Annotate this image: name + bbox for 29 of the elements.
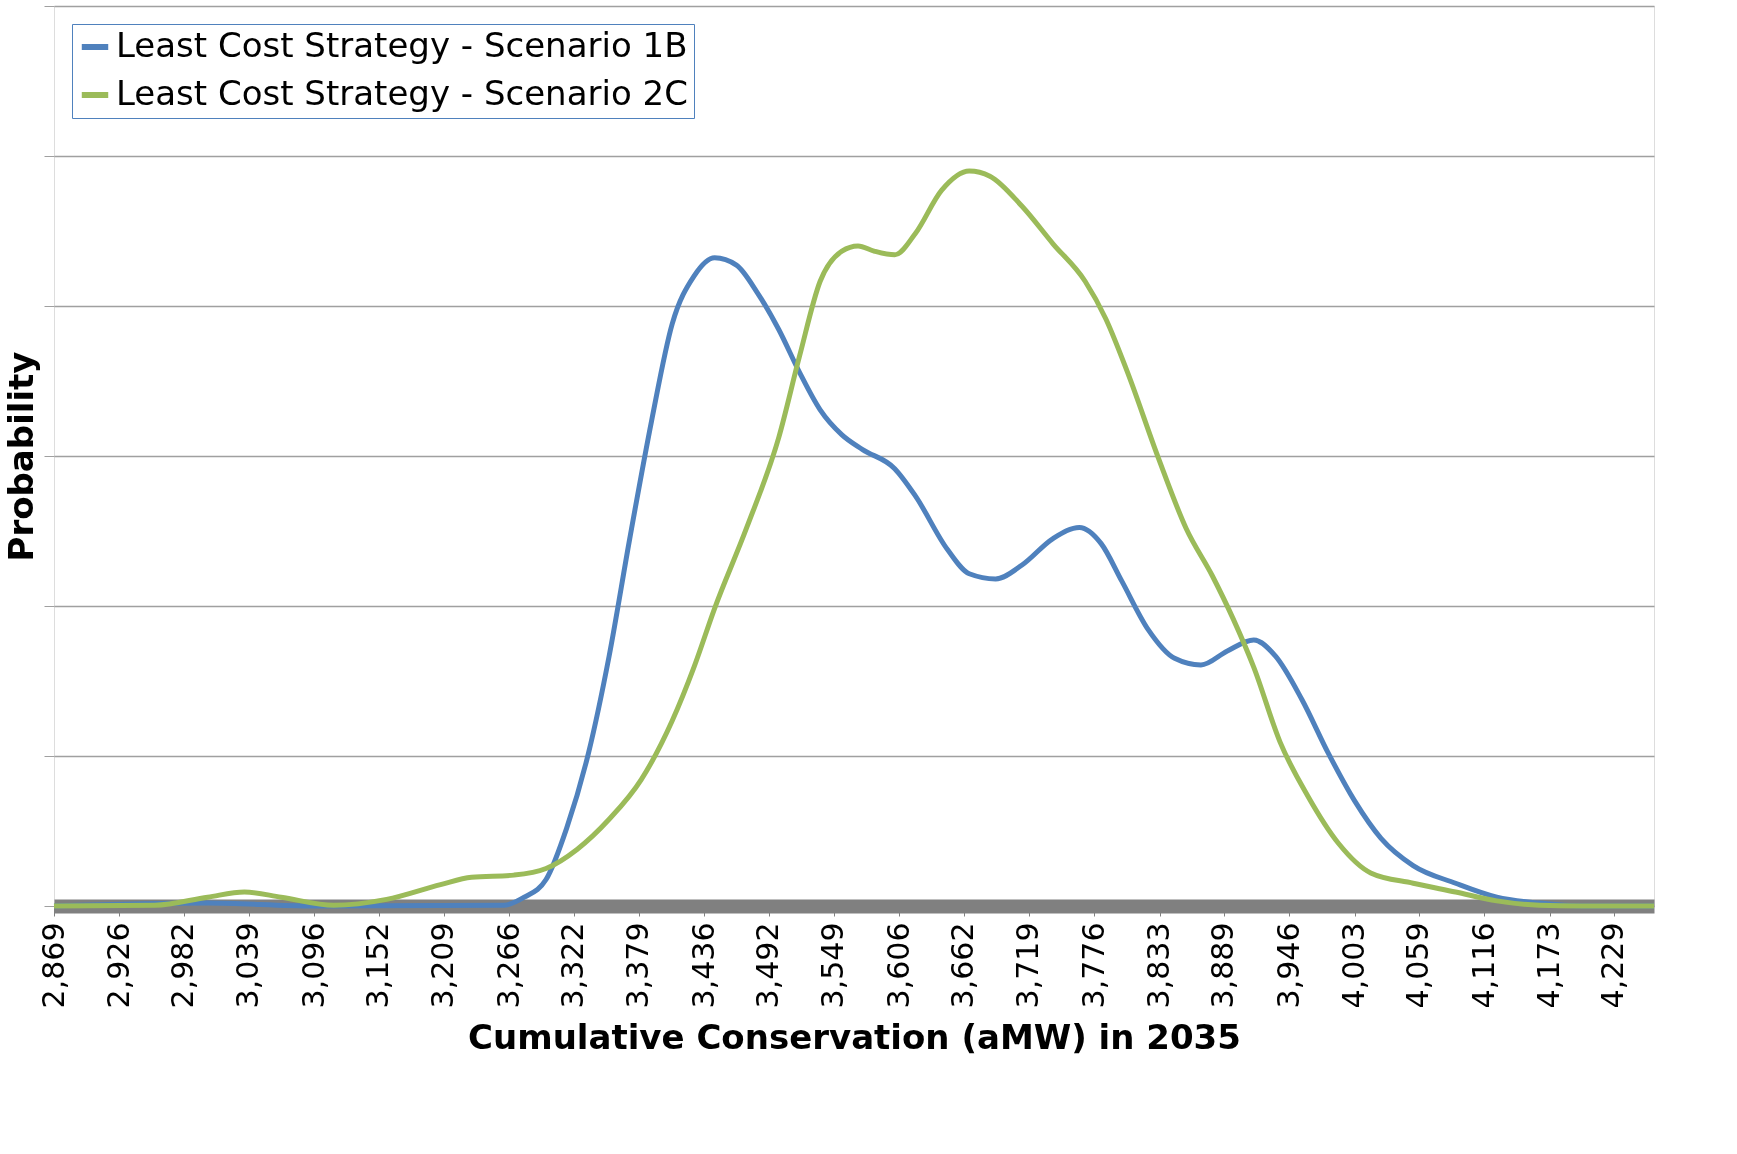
x-tick-label: 3,889 [1205, 922, 1241, 1009]
x-tick-label: 3,039 [230, 922, 266, 1009]
x-tick-label: 4,059 [1400, 922, 1436, 1009]
x-tick-label: 4,229 [1595, 922, 1631, 1009]
x-tick-label: 2,982 [165, 922, 201, 1009]
x-tick-label: 3,662 [945, 922, 981, 1009]
x-tick-label: 2,926 [100, 922, 136, 1009]
x-tick-label: 3,492 [750, 922, 786, 1009]
x-tick-label: 3,833 [1141, 922, 1177, 1009]
x-tick-label: 3,946 [1270, 922, 1306, 1009]
x-tick-label: 3,152 [360, 922, 396, 1009]
legend-label: Least Cost Strategy - Scenario 2C [116, 73, 688, 113]
legend-label: Least Cost Strategy - Scenario 1B [116, 25, 688, 65]
x-tick-label: 4,003 [1336, 922, 1372, 1009]
x-tick-label: 3,436 [685, 922, 721, 1009]
x-tick-label: 3,266 [490, 922, 526, 1009]
x-tick-label: 3,606 [880, 922, 916, 1009]
x-tick-label: 3,379 [620, 922, 656, 1009]
x-tick-label: 2,869 [35, 922, 71, 1009]
x-tick-label: 3,322 [555, 922, 591, 1009]
x-tick-label: 4,173 [1531, 922, 1567, 1009]
x-tick-label: 3,096 [295, 922, 331, 1009]
x-tick-label: 3,719 [1010, 922, 1046, 1009]
x-tick-label: 3,776 [1075, 922, 1111, 1009]
x-tick-label: 4,116 [1465, 922, 1501, 1009]
y-axis-title: Probability [1, 351, 41, 562]
x-tick-label: 3,209 [425, 922, 461, 1009]
x-axis-title: Cumulative Conservation (aMW) in 2035 [468, 1017, 1241, 1058]
x-tick-label: 3,549 [815, 922, 851, 1009]
